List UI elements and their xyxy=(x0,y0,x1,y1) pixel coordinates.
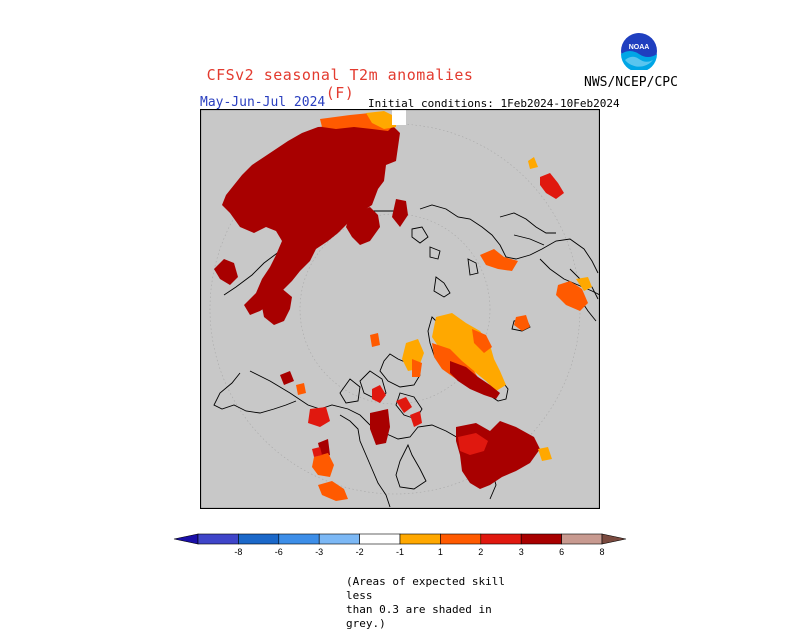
skill-note-line-2: than 0.3 are shaded in grey.) xyxy=(346,603,492,630)
colorbar-tick-label: 3 xyxy=(519,547,524,557)
polar-anomaly-map xyxy=(200,109,600,509)
colorbar-arrow-high xyxy=(601,533,627,545)
colorbar-box xyxy=(359,533,401,545)
anomaly-patches xyxy=(214,109,592,501)
skill-note-line-1: (Areas of expected skill less xyxy=(346,575,505,602)
colorbar-arrow-low xyxy=(173,533,199,545)
colorbar-box xyxy=(520,533,562,545)
colorbar-tick-label: -8 xyxy=(234,547,242,557)
organization-label: NWS/NCEP/CPC xyxy=(584,75,678,90)
colorbar-tick-label: -6 xyxy=(275,547,283,557)
colorbar-box xyxy=(399,533,441,545)
colorbar-tick-label: 2 xyxy=(478,547,483,557)
noaa-logo: NOAA xyxy=(620,32,658,72)
colorbar-box xyxy=(238,533,280,545)
forecast-period: May-Jun-Jul 2024 xyxy=(200,95,326,110)
color-scale-legend: -8 -6 -3 -2 -1 1 2 3 6 8 xyxy=(170,530,630,560)
colorbar-tick-label: -1 xyxy=(396,547,404,557)
colorbar-box xyxy=(480,533,522,545)
colorbar-tick-label: -3 xyxy=(315,547,323,557)
colorbar-box xyxy=(318,533,360,545)
colorbar-tick-label: 1 xyxy=(438,547,443,557)
colorbar-box xyxy=(440,533,482,545)
map-frame xyxy=(200,109,600,509)
svg-text:NOAA: NOAA xyxy=(629,44,650,51)
colorbar-box xyxy=(278,533,320,545)
colorbar-tick-label: 8 xyxy=(599,547,604,557)
chart-title: CFSv2 seasonal T2m anomalies (F) xyxy=(206,66,474,102)
initial-conditions: Initial conditions: 1Feb2024-10Feb2024 xyxy=(368,97,620,110)
colorbar-tick-label: -2 xyxy=(356,547,364,557)
colorbar-box xyxy=(561,533,603,545)
colorbar-box xyxy=(197,533,239,545)
colorbar-tick-label: 6 xyxy=(559,547,564,557)
skill-note: (Areas of expected skill less than 0.3 a… xyxy=(346,575,536,631)
